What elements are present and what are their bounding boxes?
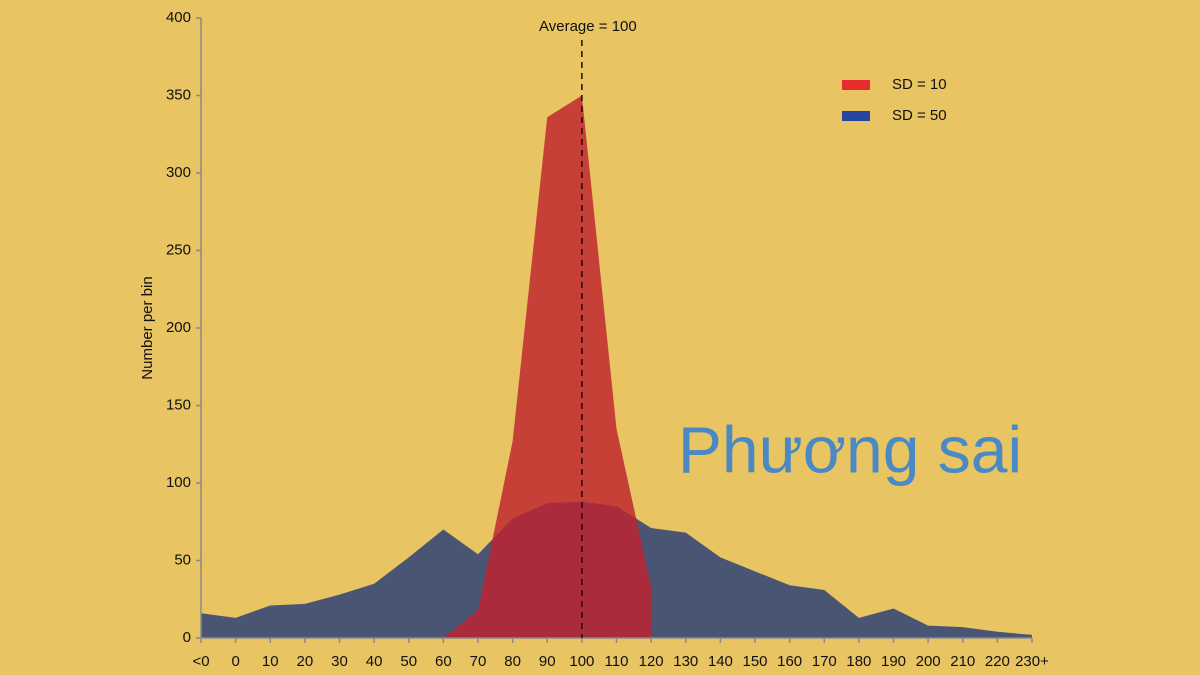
y-tick-label: 250 <box>166 241 191 258</box>
x-tick-label: 30 <box>331 653 348 670</box>
x-tick-label: 60 <box>435 653 452 670</box>
x-tick-label: 220 <box>985 653 1010 670</box>
x-tick-label: 190 <box>881 653 906 670</box>
x-tick-label: 80 <box>504 653 521 670</box>
x-tick-label: 70 <box>470 653 487 670</box>
x-tick-label: 100 <box>569 653 594 670</box>
x-tick-label: 90 <box>539 653 556 670</box>
legend-swatch <box>842 80 870 90</box>
y-tick-label: 150 <box>166 396 191 413</box>
x-tick-label: 160 <box>777 653 802 670</box>
x-tick-label: 200 <box>916 653 941 670</box>
x-tick-label: 140 <box>708 653 733 670</box>
y-axis-label: Number per bin <box>139 276 156 379</box>
x-tick-label: 40 <box>366 653 383 670</box>
x-tick-label: 130 <box>673 653 698 670</box>
y-tick-label: 350 <box>166 86 191 103</box>
x-tick-label: 150 <box>742 653 767 670</box>
x-tick-label: 10 <box>262 653 279 670</box>
x-tick-label: 210 <box>950 653 975 670</box>
x-tick-label: <0 <box>192 653 209 670</box>
x-tick-label: 20 <box>297 653 314 670</box>
x-tick-label: 110 <box>605 653 629 670</box>
y-tick-label: 200 <box>166 319 191 336</box>
x-tick-label: 0 <box>231 653 239 670</box>
legend-label: SD = 50 <box>892 107 947 124</box>
area <box>443 95 652 638</box>
x-tick-label: 180 <box>846 653 871 670</box>
legend-swatch <box>842 111 870 121</box>
x-tick-label: 230+ <box>1015 653 1049 670</box>
overlay-title: Phương sai <box>678 412 1022 486</box>
x-tick-label: 120 <box>639 653 664 670</box>
annotation: Average = 100 <box>539 18 637 35</box>
legend-label: SD = 10 <box>892 76 947 93</box>
y-tick-label: 0 <box>183 629 191 646</box>
x-tick-label: 170 <box>812 653 837 670</box>
y-tick-label: 100 <box>166 474 191 491</box>
x-tick-label: 50 <box>400 653 417 670</box>
y-tick-label: 50 <box>174 551 191 568</box>
y-tick-label: 400 <box>166 9 191 26</box>
y-tick-label: 300 <box>166 164 191 181</box>
